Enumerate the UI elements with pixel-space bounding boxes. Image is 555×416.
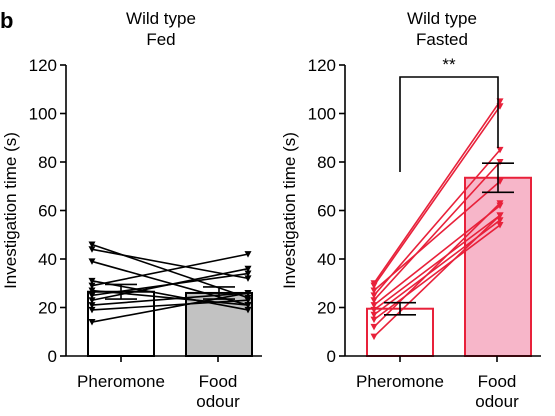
chart1-pair-marker bbox=[88, 241, 96, 248]
chart2-category-label: odour bbox=[475, 392, 519, 411]
chart1-pair-marker bbox=[244, 275, 252, 282]
chart1-pair-marker bbox=[88, 319, 96, 326]
chart2-pair-line bbox=[373, 224, 501, 321]
chart2-pair-marker bbox=[496, 159, 504, 166]
chart2-y-tick-label: 60 bbox=[317, 202, 336, 221]
chart2-significance-bracket bbox=[399, 76, 499, 172]
chart1-y-tick-label: 40 bbox=[38, 250, 57, 269]
chart2-pair-line bbox=[373, 214, 501, 311]
chart1-pair-line bbox=[91, 243, 249, 299]
chart1-y-tick-label: 20 bbox=[38, 299, 57, 318]
chart2-pair-line bbox=[373, 100, 501, 284]
chart1-pair-marker bbox=[88, 282, 96, 290]
chart2-pair-marker bbox=[370, 302, 378, 309]
chart2-bar-food-odour bbox=[464, 176, 532, 357]
chart2-category-label: Food bbox=[478, 372, 517, 391]
chart1-pair-marker bbox=[244, 306, 252, 314]
chart1-pair-marker bbox=[88, 277, 96, 285]
chart1-category-label: odour bbox=[196, 392, 240, 411]
chart2-y-tick-label: 0 bbox=[327, 347, 336, 366]
chart1-pair-line bbox=[91, 292, 249, 323]
chart2-pair-marker bbox=[496, 146, 504, 154]
chart1-pair-marker bbox=[88, 306, 96, 314]
chart1-pair-line bbox=[91, 289, 249, 306]
chart2-pair-line bbox=[373, 149, 501, 296]
chart2-pair-marker bbox=[370, 282, 378, 290]
chart2-pair-line bbox=[373, 105, 501, 287]
chart1-pair-marker bbox=[88, 246, 96, 253]
chart1-pair-marker bbox=[88, 297, 96, 304]
chart1-pair-marker bbox=[244, 251, 252, 258]
chart2-title-line: Wild type bbox=[407, 9, 477, 28]
chart1-pair-marker bbox=[88, 287, 96, 295]
chart1-pair-line bbox=[91, 253, 249, 287]
chart2-pair-line bbox=[373, 161, 501, 301]
chart2-y-tick-label: 20 bbox=[317, 299, 336, 318]
chart1-category-label: Pheromone bbox=[77, 372, 165, 391]
chart1-pair-marker bbox=[244, 270, 252, 278]
chart2-y-tick-label: 100 bbox=[308, 105, 336, 124]
chart2-pair-marker bbox=[370, 292, 378, 299]
chart1-pair-marker bbox=[244, 297, 252, 304]
chart1-pair-line bbox=[91, 299, 249, 311]
chart1-title-line: Fed bbox=[146, 30, 175, 49]
chart2-bar-pheromone bbox=[366, 307, 434, 357]
chart1-y-tick-label: 120 bbox=[29, 56, 57, 75]
chart2-pair-line bbox=[373, 214, 501, 338]
chart2-pair-marker bbox=[496, 212, 504, 219]
chart1-pair-marker bbox=[244, 289, 252, 297]
chart2-pair-marker bbox=[370, 297, 378, 304]
chart1-y-tick-label: 60 bbox=[38, 202, 57, 221]
chart1-category-label: Food bbox=[199, 372, 238, 391]
chart1-pair-marker bbox=[244, 265, 252, 273]
chart1-pair-marker bbox=[244, 302, 252, 309]
panel-label: b bbox=[0, 8, 13, 33]
chart1-title-line: Wild type bbox=[126, 9, 196, 28]
chart1-y-tick-label: 100 bbox=[29, 105, 57, 124]
chart2-y-tick-label: 40 bbox=[317, 250, 336, 269]
chart2-pair-marker bbox=[370, 311, 378, 319]
chart1-y-tick-label: 0 bbox=[48, 347, 57, 366]
chart2-pair-marker bbox=[370, 333, 378, 341]
chart2-pair-marker bbox=[496, 200, 504, 207]
chart1-pair-line bbox=[91, 280, 249, 311]
chart2-pair-marker bbox=[370, 306, 378, 314]
chart2-pair-marker bbox=[370, 287, 378, 295]
chart2-pair-marker bbox=[496, 222, 504, 229]
chart1-pair-marker bbox=[88, 292, 96, 299]
chart2-title-line: Fasted bbox=[416, 30, 468, 49]
chart2-pair-marker bbox=[370, 316, 378, 324]
chart2-pair-marker bbox=[496, 217, 504, 224]
chart2-y-tick-label: 120 bbox=[308, 56, 336, 75]
chart1-pair-marker bbox=[88, 302, 96, 309]
chart2-pair-line bbox=[373, 205, 501, 306]
chart1-y-tick-label: 80 bbox=[38, 153, 57, 172]
chart1-pair-marker bbox=[88, 258, 96, 265]
chart1-y-axis-title: Investigation time (s) bbox=[1, 132, 20, 289]
chart2-pair-line bbox=[373, 202, 501, 328]
chart2-category-label: Pheromone bbox=[356, 372, 444, 391]
chart2-pair-marker bbox=[370, 323, 378, 331]
chart1-pair-line bbox=[91, 292, 249, 306]
chart1-pair-line bbox=[91, 267, 249, 302]
chart2-y-tick-label: 80 bbox=[317, 153, 336, 172]
chart2-significance-label: ** bbox=[442, 55, 456, 74]
chart2-y-axis-title: Investigation time (s) bbox=[280, 132, 299, 289]
